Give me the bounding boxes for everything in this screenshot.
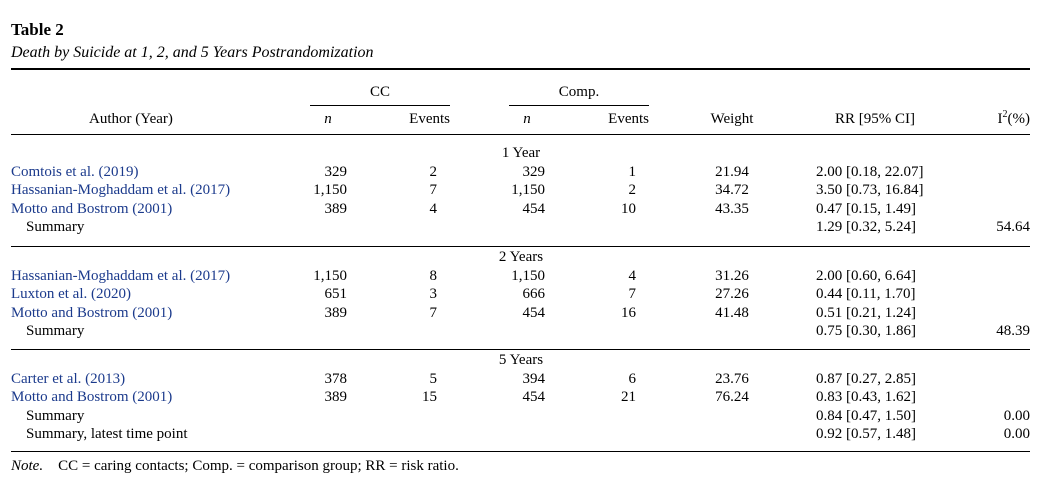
cell-rr: 0.92 [0.57, 1.48] [816, 426, 916, 443]
cell-cc-n: 1,150 [313, 267, 347, 284]
cell-comp-n: 1,150 [511, 182, 545, 199]
cell-i2: 48.39 [996, 323, 1030, 340]
cell-cc-events: 3 [429, 286, 438, 303]
col-header-i2: I2(%) [997, 109, 1031, 127]
cell-comp-n: 666 [522, 286, 546, 303]
cell-rr: 2.00 [0.60, 6.64] [816, 267, 916, 284]
cell-cc-events: 15 [422, 389, 437, 406]
cell-cc-n: 1,150 [313, 182, 347, 199]
cell-cc-n: 389 [324, 304, 348, 321]
study-author-link[interactable]: Carter et al. (2013) [11, 370, 126, 387]
cell-weight: 76.24 [715, 389, 749, 406]
cell-cc-events: 7 [429, 182, 438, 199]
study-author-link[interactable]: Motto and Bostrom (2001) [11, 304, 173, 321]
cell-cc-n: 651 [324, 286, 348, 303]
cell-comp-events: 6 [628, 370, 637, 387]
cell-i2: 0.00 [1003, 407, 1030, 424]
cell-comp-n: 1,150 [511, 267, 545, 284]
cell-weight: 34.72 [715, 182, 749, 199]
cell-i2: 0.00 [1003, 426, 1030, 443]
cell-rr: 0.84 [0.47, 1.50] [816, 407, 916, 424]
table-note: Note. CC = caring contacts; Comp. = comp… [11, 458, 459, 475]
cell-rr: 0.51 [0.21, 1.24] [816, 304, 916, 321]
cell-rr: 0.83 [0.43, 1.62] [816, 389, 916, 406]
note-label: Note. [11, 458, 44, 474]
cell-i2: 54.64 [996, 219, 1030, 236]
cc-group-header: CC [369, 84, 390, 100]
cell-comp-events: 2 [628, 182, 637, 199]
section-heading: 2 Years [498, 249, 544, 265]
cell-weight: 31.26 [715, 267, 749, 284]
cell-comp-n: 454 [522, 304, 546, 321]
cell-comp-events: 10 [621, 200, 636, 217]
study-author-link[interactable]: Motto and Bostrom (2001) [11, 389, 173, 406]
cell-weight: 41.48 [715, 304, 749, 321]
cell-cc-events: 4 [429, 200, 438, 217]
cell-comp-n: 454 [522, 389, 546, 406]
study-author-link[interactable]: Hassanian-Moghaddam et al. (2017) [11, 182, 231, 199]
cell-weight: 21.94 [715, 163, 749, 180]
cell-weight: 23.76 [715, 370, 749, 387]
study-author-link[interactable]: Hassanian-Moghaddam et al. (2017) [11, 267, 231, 284]
col-header-cc-n: n [324, 111, 332, 127]
col-header-weight: Weight [710, 111, 754, 127]
cell-cc-events: 5 [429, 370, 438, 387]
col-header-cc-events: Events [409, 111, 450, 127]
summary-label: Summary, latest time point [26, 426, 188, 443]
cell-cc-events: 7 [429, 304, 438, 321]
section-heading: 1 Year [501, 145, 541, 161]
cell-rr: 0.87 [0.27, 2.85] [816, 370, 916, 387]
table-caption: Death by Suicide at 1, 2, and 5 Years Po… [11, 44, 374, 61]
comp-group-header: Comp. [558, 84, 600, 100]
col-header-comp-events: Events [608, 111, 649, 127]
section-rule [11, 349, 1030, 350]
cell-weight: 43.35 [715, 200, 749, 217]
col-header-author: Author (Year) [89, 111, 173, 127]
cell-cc-n: 378 [324, 370, 348, 387]
cell-rr: 0.47 [0.15, 1.49] [816, 200, 916, 217]
table-label: Table 2 [11, 20, 64, 39]
study-author-link[interactable]: Comtois et al. (2019) [11, 163, 139, 180]
cell-comp-events: 21 [621, 389, 636, 406]
cell-cc-events: 2 [429, 163, 438, 180]
study-author-link[interactable]: Luxton et al. (2020) [11, 286, 131, 303]
bottom-rule [11, 451, 1030, 452]
section-rule [11, 246, 1030, 247]
study-author-link[interactable]: Motto and Bostrom (2001) [11, 200, 173, 217]
cell-comp-events: 1 [628, 163, 637, 180]
cell-cc-n: 329 [324, 163, 348, 180]
cc-group-rule [310, 105, 450, 106]
cell-rr: 0.75 [0.30, 1.86] [816, 323, 916, 340]
summary-label: Summary [26, 323, 85, 340]
col-header-comp-n: n [523, 111, 531, 127]
cell-rr: 3.50 [0.73, 16.84] [816, 182, 924, 199]
cell-rr: 1.29 [0.32, 5.24] [816, 219, 916, 236]
cell-rr: 2.00 [0.18, 22.07] [816, 163, 924, 180]
cell-comp-n: 394 [522, 370, 546, 387]
cell-comp-events: 7 [628, 286, 637, 303]
note-text: CC = caring contacts; Comp. = comparison… [58, 458, 459, 474]
col-header-rr: RR [95% CI] [835, 111, 915, 127]
cell-comp-n: 454 [522, 200, 546, 217]
section-heading: 5 Years [498, 352, 544, 368]
summary-label: Summary [26, 219, 85, 236]
top-rule [11, 68, 1030, 70]
cell-comp-events: 16 [621, 304, 636, 321]
cell-comp-events: 4 [628, 267, 637, 284]
comp-group-rule [509, 105, 649, 106]
cell-cc-events: 8 [429, 267, 438, 284]
cell-comp-n: 329 [522, 163, 546, 180]
cell-cc-n: 389 [324, 200, 348, 217]
summary-label: Summary [26, 407, 85, 424]
cell-rr: 0.44 [0.11, 1.70] [816, 286, 916, 303]
header-rule [11, 134, 1030, 135]
cell-cc-n: 389 [324, 389, 348, 406]
cell-weight: 27.26 [715, 286, 749, 303]
